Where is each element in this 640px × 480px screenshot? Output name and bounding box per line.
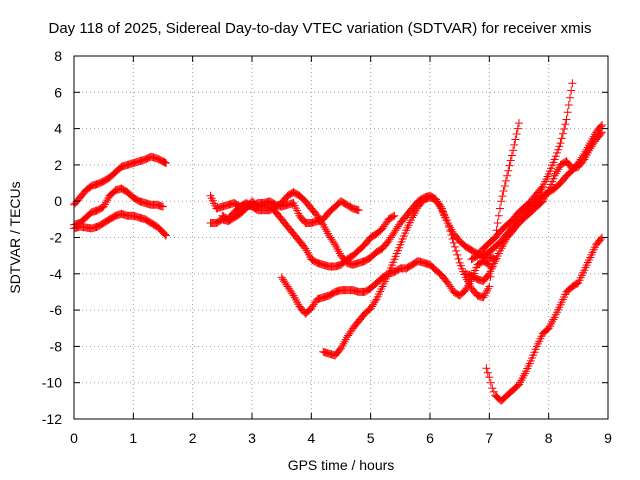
y-tick-label: 6 xyxy=(54,84,62,100)
y-tick-label: -10 xyxy=(42,375,62,391)
y-tick-label: 0 xyxy=(54,193,62,209)
y-tick-label: -8 xyxy=(50,338,63,354)
chart-title: Day 118 of 2025, Sidereal Day-to-day VTE… xyxy=(49,20,592,37)
series-marks xyxy=(482,233,607,405)
series-track-k xyxy=(479,120,607,260)
series-track-i xyxy=(467,79,577,264)
y-tick-label: -2 xyxy=(50,230,63,246)
series-marks xyxy=(70,209,170,240)
x-tick-label: 7 xyxy=(485,430,493,446)
series-marks xyxy=(319,119,523,360)
x-tick-label: 5 xyxy=(367,430,375,446)
grid xyxy=(74,56,608,419)
y-tick-label: 2 xyxy=(54,157,62,173)
x-tick-label: 1 xyxy=(129,430,137,446)
y-tick-label: -6 xyxy=(50,302,63,318)
series-track-l xyxy=(482,233,607,405)
axes: 0 1 2 3 4 5 6 7 8 9 -12 -10 -8 -6 -4 -2 0 2 4 6 8 xyxy=(42,48,612,446)
x-tick-label: 0 xyxy=(70,430,78,446)
y-tick-label: 8 xyxy=(54,48,62,64)
series-track-a xyxy=(70,152,170,209)
series-marks xyxy=(467,79,577,264)
series-track-h xyxy=(319,119,523,360)
x-tick-label: 4 xyxy=(307,430,315,446)
x-tick-label: 2 xyxy=(189,430,197,446)
series-track-c xyxy=(70,209,170,240)
series-marks xyxy=(277,257,494,318)
y-tick-label: -4 xyxy=(50,266,63,282)
x-tick-label: 8 xyxy=(545,430,553,446)
y-axis-label: SDTVAR / TECUs xyxy=(7,181,23,293)
x-tick-label: 3 xyxy=(248,430,256,446)
series-track-g xyxy=(277,257,494,318)
series-marks xyxy=(479,120,607,260)
y-tick-label: 4 xyxy=(54,121,62,137)
x-tick-label: 9 xyxy=(604,430,612,446)
marks xyxy=(70,79,607,405)
x-axis-label: GPS time / hours xyxy=(288,457,395,473)
y-tick-label: -12 xyxy=(42,411,62,427)
x-tick-label: 6 xyxy=(426,430,434,446)
series-marks xyxy=(70,152,170,209)
